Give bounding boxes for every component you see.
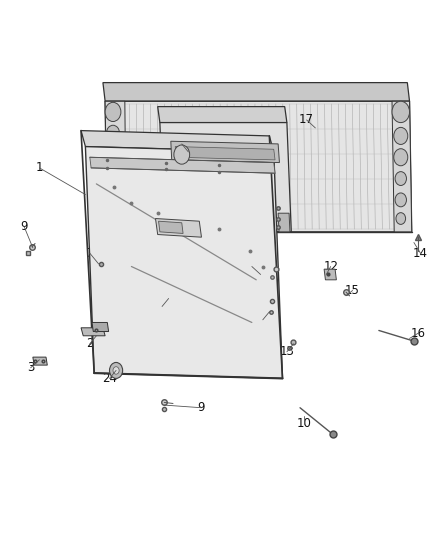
Text: 6: 6 bbox=[259, 313, 267, 326]
Text: 11: 11 bbox=[174, 138, 189, 150]
Circle shape bbox=[113, 367, 119, 374]
Circle shape bbox=[106, 147, 120, 163]
Polygon shape bbox=[392, 101, 412, 232]
Text: 13: 13 bbox=[279, 345, 294, 358]
Polygon shape bbox=[105, 101, 412, 232]
Text: 16: 16 bbox=[411, 327, 426, 340]
Text: 9: 9 bbox=[198, 401, 205, 414]
Text: 9: 9 bbox=[20, 220, 28, 233]
Text: 3: 3 bbox=[27, 361, 34, 374]
Polygon shape bbox=[158, 107, 287, 123]
Text: 2: 2 bbox=[86, 337, 94, 350]
Circle shape bbox=[394, 149, 408, 166]
Text: 1: 1 bbox=[35, 161, 43, 174]
Text: 17: 17 bbox=[299, 114, 314, 126]
Circle shape bbox=[110, 362, 123, 378]
Polygon shape bbox=[160, 123, 291, 232]
Circle shape bbox=[107, 190, 119, 204]
Text: 10: 10 bbox=[297, 417, 312, 430]
Polygon shape bbox=[81, 131, 274, 152]
Circle shape bbox=[395, 193, 406, 207]
Polygon shape bbox=[278, 213, 290, 232]
Text: 7: 7 bbox=[86, 247, 94, 260]
Polygon shape bbox=[159, 221, 183, 233]
Polygon shape bbox=[103, 83, 410, 101]
Polygon shape bbox=[81, 328, 105, 336]
Circle shape bbox=[107, 169, 119, 183]
Text: 24: 24 bbox=[102, 372, 117, 385]
Text: 15: 15 bbox=[345, 284, 360, 297]
Polygon shape bbox=[105, 101, 126, 232]
Circle shape bbox=[394, 127, 408, 144]
Circle shape bbox=[395, 172, 406, 185]
Polygon shape bbox=[171, 141, 279, 163]
Polygon shape bbox=[90, 157, 275, 173]
Polygon shape bbox=[175, 147, 275, 160]
Circle shape bbox=[105, 102, 121, 122]
Circle shape bbox=[106, 125, 120, 141]
Text: 9: 9 bbox=[248, 260, 256, 273]
Circle shape bbox=[396, 213, 406, 224]
Text: 14: 14 bbox=[413, 247, 428, 260]
Polygon shape bbox=[324, 269, 336, 280]
Polygon shape bbox=[85, 147, 283, 378]
Polygon shape bbox=[155, 219, 201, 237]
Polygon shape bbox=[92, 322, 109, 332]
Circle shape bbox=[108, 210, 118, 222]
Polygon shape bbox=[33, 357, 47, 365]
Circle shape bbox=[174, 145, 190, 164]
Circle shape bbox=[392, 101, 410, 123]
Text: 12: 12 bbox=[323, 260, 338, 273]
Text: 8: 8 bbox=[159, 300, 166, 313]
